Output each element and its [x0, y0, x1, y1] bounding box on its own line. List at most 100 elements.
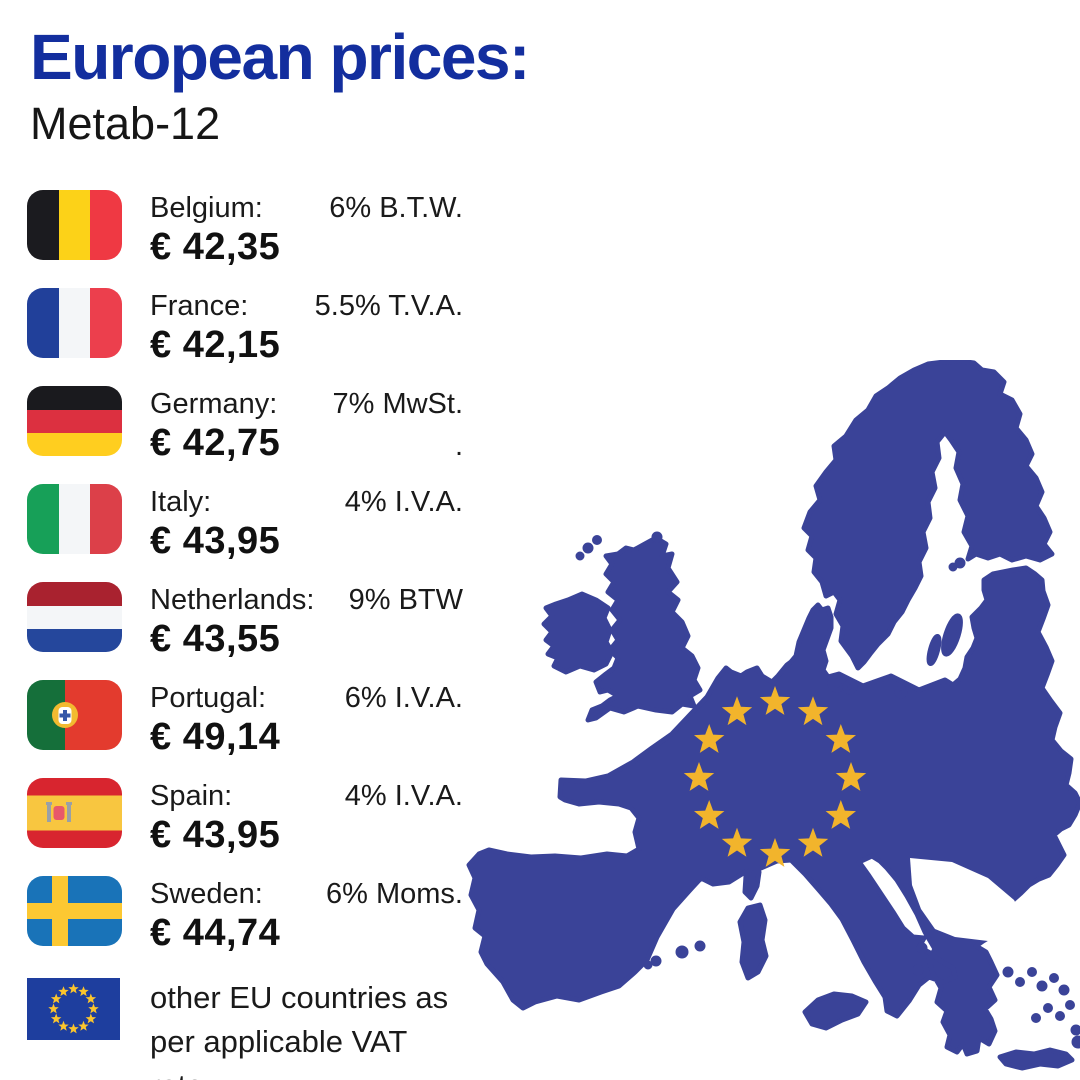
- eu-star: [85, 993, 97, 1004]
- page-title: European prices:: [30, 21, 530, 93]
- price-value: € 43,55: [150, 618, 281, 660]
- eu-star: [797, 696, 829, 726]
- eu-star: [50, 1013, 62, 1024]
- eu-star: [694, 724, 725, 753]
- aegean-island-11: [1070, 1024, 1080, 1036]
- hebrides-island: [582, 542, 594, 554]
- aegean-island-10: [1031, 1013, 1041, 1023]
- vat-rate-label: 7% MwSt.: [332, 388, 463, 420]
- aegean-island-1: [1002, 966, 1014, 978]
- sardinia-shape: [737, 902, 769, 981]
- mainland-shape: [466, 565, 1080, 1057]
- price-value: € 43,95: [150, 520, 281, 562]
- vat-extra-dot: .: [454, 430, 463, 462]
- country-label: Sweden:: [150, 878, 263, 910]
- eu-footer-row: other EU countries as per applicable VAT…: [27, 974, 463, 1080]
- ionian-island: [912, 964, 924, 976]
- aland-island-2: [948, 562, 958, 572]
- aegean-island-6: [1058, 984, 1070, 996]
- aegean-island-9: [1043, 1003, 1053, 1013]
- ireland-shape: [541, 591, 615, 675]
- shetland-island: [651, 531, 663, 543]
- eu-footer-text: other EU countries as per applicable VAT…: [150, 974, 463, 1080]
- flag-italy-icon: [27, 484, 122, 554]
- crete-shape: [997, 1047, 1075, 1071]
- eu-footer-line2: per applicable VAT rate: [150, 1024, 407, 1080]
- ibiza-island-2: [643, 960, 653, 970]
- flag-belgium-icon: [27, 190, 122, 260]
- flag-germany-icon: [27, 386, 122, 456]
- eu-star: [48, 1003, 59, 1014]
- balkans-gap: [910, 858, 1026, 941]
- price-value: € 49,14: [150, 716, 281, 758]
- country-label: Netherlands:: [150, 584, 315, 616]
- price-row: Sweden: 6% Moms. € 44,74: [27, 876, 463, 954]
- corsica-shape: [742, 863, 762, 901]
- scandinavia-shape: [801, 360, 1055, 671]
- vat-rate-label: 4% I.V.A.: [344, 780, 463, 812]
- country-label: Italy:: [150, 486, 212, 518]
- eu-star: [85, 1013, 97, 1024]
- bornholm-island: [894, 685, 908, 699]
- product-name: Metab-12: [30, 98, 221, 149]
- eu-star: [78, 986, 89, 997]
- eu-star: [58, 986, 69, 997]
- eu-star: [68, 1023, 79, 1034]
- gotland-island: [941, 613, 963, 657]
- eu-stars: [683, 686, 867, 867]
- eu-star: [721, 696, 753, 726]
- country-label: France:: [150, 290, 249, 322]
- sicily-shape: [802, 991, 869, 1031]
- vat-rate-label: 6% I.V.A.: [344, 682, 463, 714]
- eu-star: [759, 838, 791, 867]
- flag-netherlands-icon: [27, 582, 122, 652]
- flag-portugal-icon: [27, 680, 122, 750]
- eu-star: [50, 993, 62, 1004]
- hebrides-island-2: [592, 535, 602, 545]
- price-row: Italy: 4% I.V.A. € 43,95: [27, 484, 463, 562]
- price-list: Belgium: 6% B.T.W. € 42,35 France: 5.5% …: [27, 190, 463, 1080]
- eu-star: [721, 827, 753, 857]
- country-label: Spain:: [150, 780, 233, 812]
- price-row: Belgium: 6% B.T.W. € 42,35: [27, 190, 463, 268]
- eu-star: [683, 762, 715, 791]
- rhodes-island: [1071, 1035, 1080, 1049]
- aegean-island-3: [1027, 967, 1037, 977]
- eu-footer-line1: other EU countries as: [150, 980, 449, 1015]
- aegean-island-4: [1036, 980, 1048, 992]
- eu-star: [78, 1020, 89, 1031]
- price-row: Portugal: 6% I.V.A. € 49,14: [27, 680, 463, 758]
- eu-star: [825, 724, 856, 753]
- eu-star: [825, 800, 856, 829]
- menorca-island: [694, 940, 706, 952]
- eu-star: [68, 983, 79, 994]
- europe-map: [466, 360, 1080, 1071]
- vat-rate-label: 9% BTW: [348, 584, 463, 616]
- price-value: € 44,74: [150, 912, 281, 954]
- aegean-island-5: [1049, 973, 1059, 983]
- eu-star: [835, 762, 867, 791]
- ibiza-island: [650, 955, 662, 967]
- flag-france-icon: [27, 288, 122, 358]
- great-britain-shape: [585, 535, 703, 723]
- country-label: Portugal:: [150, 682, 267, 714]
- eu-flag-icon: [27, 978, 120, 1040]
- vat-rate-label: 5.5% T.V.A.: [314, 290, 463, 322]
- vat-rate-label: 6% Moms.: [326, 878, 463, 910]
- eu-star: [88, 1003, 99, 1014]
- country-label: Belgium:: [150, 192, 263, 224]
- flag-sweden-icon: [27, 876, 122, 946]
- aegean-island-8: [1055, 1011, 1065, 1021]
- price-row: Germany: 7% MwSt. € 42,75 .: [27, 386, 463, 464]
- price-value: € 43,95: [150, 814, 281, 856]
- eu-star: [759, 686, 791, 715]
- aegean-island-7: [1065, 1000, 1075, 1010]
- eu-star: [797, 827, 829, 857]
- price-row: Spain: 4% I.V.A. € 43,95: [27, 778, 463, 856]
- country-label: Germany:: [150, 388, 278, 420]
- eu-star: [58, 1020, 69, 1031]
- mallorca-island: [675, 945, 689, 959]
- price-value: € 42,75: [150, 422, 281, 464]
- aland-island: [954, 557, 966, 569]
